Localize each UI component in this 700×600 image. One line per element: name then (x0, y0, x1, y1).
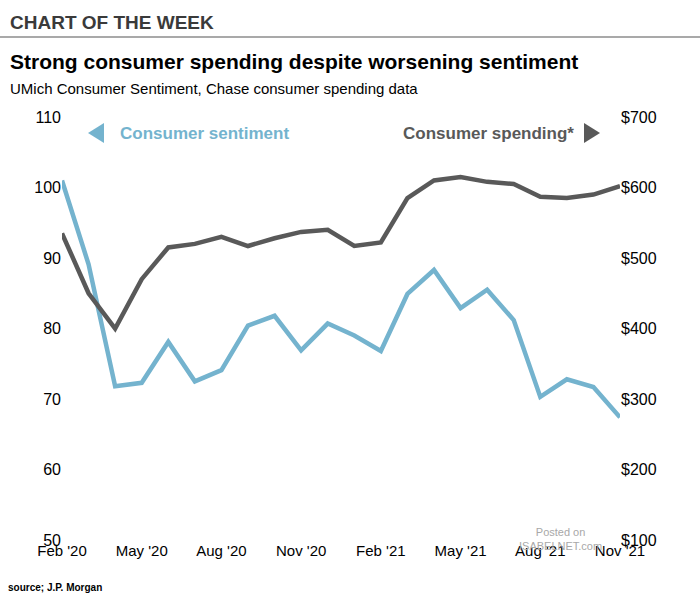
svg-text:60: 60 (43, 461, 61, 478)
svg-text:$300: $300 (621, 391, 657, 408)
svg-text:80: 80 (43, 320, 61, 337)
svg-text:Consumer spending*: Consumer spending* (403, 124, 574, 143)
svg-text:May '21: May '21 (435, 542, 487, 559)
svg-text:Aug '20: Aug '20 (196, 542, 246, 559)
svg-text:Posted onISABELNET.com: Posted onISABELNET.com (519, 526, 602, 552)
svg-text:90: 90 (43, 250, 61, 267)
svg-text:$600: $600 (621, 179, 657, 196)
svg-text:110: 110 (35, 109, 61, 126)
svg-text:Consumer sentiment: Consumer sentiment (120, 124, 289, 143)
svg-text:70: 70 (43, 391, 61, 408)
svg-text:$400: $400 (621, 320, 657, 337)
svg-text:source; J.P. Morgan: source; J.P. Morgan (8, 582, 102, 593)
svg-text:Nov '21: Nov '21 (595, 542, 645, 559)
svg-text:CHART OF THE WEEK: CHART OF THE WEEK (10, 12, 214, 33)
svg-text:100: 100 (34, 179, 61, 196)
svg-text:Aug '21: Aug '21 (515, 542, 565, 559)
svg-text:$200: $200 (621, 461, 657, 478)
svg-text:$100: $100 (621, 532, 657, 549)
svg-text:Feb '21: Feb '21 (356, 542, 406, 559)
svg-text:Strong consumer spending despi: Strong consumer spending despite worseni… (10, 50, 578, 73)
svg-text:UMich Consumer Sentiment, Chas: UMich Consumer Sentiment, Chase consumer… (10, 80, 418, 97)
svg-text:May '20: May '20 (116, 542, 168, 559)
svg-text:$700: $700 (621, 109, 657, 126)
svg-text:Nov '20: Nov '20 (276, 542, 326, 559)
svg-text:Feb '20: Feb '20 (37, 542, 87, 559)
svg-text:50: 50 (43, 532, 61, 549)
svg-text:$500: $500 (621, 250, 657, 267)
